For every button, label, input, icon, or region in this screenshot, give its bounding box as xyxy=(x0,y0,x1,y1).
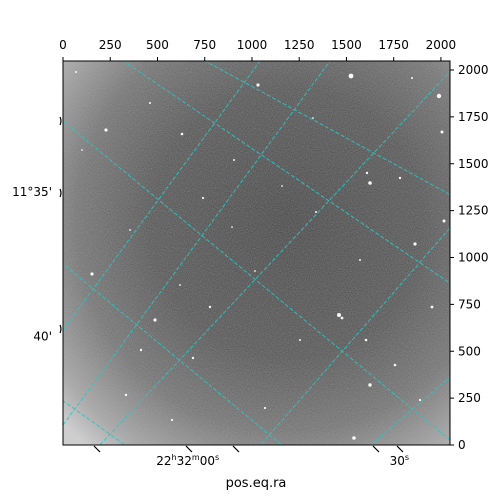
dec-label-40: 40' xyxy=(33,329,52,343)
star xyxy=(436,93,442,99)
dec-label-11-35: 11°35' xyxy=(12,185,52,199)
star xyxy=(139,348,143,352)
star xyxy=(312,117,314,119)
ra-hours: 22 xyxy=(156,454,171,468)
x-tick-label: 750 xyxy=(193,38,216,52)
star xyxy=(149,102,151,104)
star xyxy=(104,128,108,132)
star xyxy=(352,436,356,440)
dec-world-tick xyxy=(59,188,62,198)
star xyxy=(413,242,417,246)
ra-world-tick xyxy=(185,445,193,453)
star xyxy=(299,339,301,341)
y-tick-label: 250 xyxy=(458,391,481,405)
y-tick-label: 1250 xyxy=(458,204,489,218)
star xyxy=(256,83,260,87)
grid-line xyxy=(204,61,450,196)
grid-line xyxy=(99,70,450,445)
star xyxy=(348,73,354,79)
ra-30-unit: s xyxy=(405,453,409,462)
ra-hours-unit: h xyxy=(172,453,177,462)
star xyxy=(442,219,446,223)
star xyxy=(430,305,434,309)
star xyxy=(233,159,235,161)
x-tick-label: 1750 xyxy=(378,38,409,52)
star xyxy=(129,229,131,231)
y-tick-label: 1000 xyxy=(458,251,489,265)
ra-label-22h32m00s: 22h32m00s xyxy=(156,453,219,468)
star xyxy=(365,171,369,175)
dec-world-tick xyxy=(59,324,62,334)
star xyxy=(254,270,256,272)
ra-label-30s: 30s xyxy=(390,453,409,468)
star xyxy=(263,406,267,410)
star-field xyxy=(75,71,446,440)
y-tick-label: 0 xyxy=(458,438,466,452)
star xyxy=(124,393,128,397)
star xyxy=(368,383,372,387)
y-tick-label: 2000 xyxy=(458,63,489,77)
x-tick-label: 0 xyxy=(59,38,67,52)
star xyxy=(81,149,83,151)
ra-world-tick xyxy=(93,445,101,453)
grid-line xyxy=(122,61,450,284)
star xyxy=(191,356,195,360)
star xyxy=(393,363,397,367)
x-tick-label: 500 xyxy=(146,38,169,52)
star xyxy=(75,71,77,73)
x-tick-label: 250 xyxy=(99,38,122,52)
star xyxy=(315,211,317,213)
star xyxy=(170,418,174,422)
star xyxy=(368,181,372,185)
grid-line xyxy=(63,263,283,445)
star xyxy=(231,226,233,228)
x-tick-label: 1000 xyxy=(237,38,268,52)
x-tick-label: 2000 xyxy=(426,38,457,52)
dec-world-tick xyxy=(59,116,62,126)
star xyxy=(90,272,94,276)
image-panel xyxy=(63,61,450,445)
grid-line xyxy=(370,376,450,445)
x-tick-label: 1500 xyxy=(331,38,362,52)
coordinate-grid xyxy=(63,61,450,445)
star xyxy=(398,176,402,180)
star xyxy=(180,132,184,136)
star xyxy=(418,398,422,402)
star xyxy=(440,130,444,134)
star xyxy=(153,318,157,322)
ra-seconds-unit: s xyxy=(215,453,219,462)
star xyxy=(201,196,205,200)
x-axis-label: pos.eq.ra xyxy=(226,476,287,491)
y-tick-label: 750 xyxy=(458,297,481,311)
y-tick-label: 1750 xyxy=(458,110,489,124)
grid-line xyxy=(63,61,261,331)
grid-line xyxy=(63,61,331,426)
grid-line xyxy=(259,227,450,445)
axes-layer: 0 250 500 750 1000 1250 1500 1750 2000 0 250 500 750… xyxy=(59,38,489,453)
ra-world-tick xyxy=(396,445,404,453)
ra-30-value: 30 xyxy=(390,454,405,468)
ra-world-tick xyxy=(232,445,240,453)
star xyxy=(208,305,212,309)
star xyxy=(364,338,368,342)
star xyxy=(411,77,413,79)
ra-world-tick xyxy=(372,445,380,453)
star xyxy=(281,185,283,187)
star xyxy=(179,284,181,286)
ra-seconds: 00 xyxy=(200,454,215,468)
sky-noise xyxy=(63,61,450,445)
ra-minutes-unit: m xyxy=(192,453,200,462)
star xyxy=(337,313,341,317)
star xyxy=(340,316,344,320)
y-tick-label: 500 xyxy=(458,344,481,358)
grid-line xyxy=(63,120,450,441)
star xyxy=(359,259,361,261)
y-tick-label: 1500 xyxy=(458,157,489,171)
plot-frame xyxy=(62,60,451,446)
x-tick-label: 1250 xyxy=(284,38,315,52)
ra-minutes: 32 xyxy=(177,454,192,468)
